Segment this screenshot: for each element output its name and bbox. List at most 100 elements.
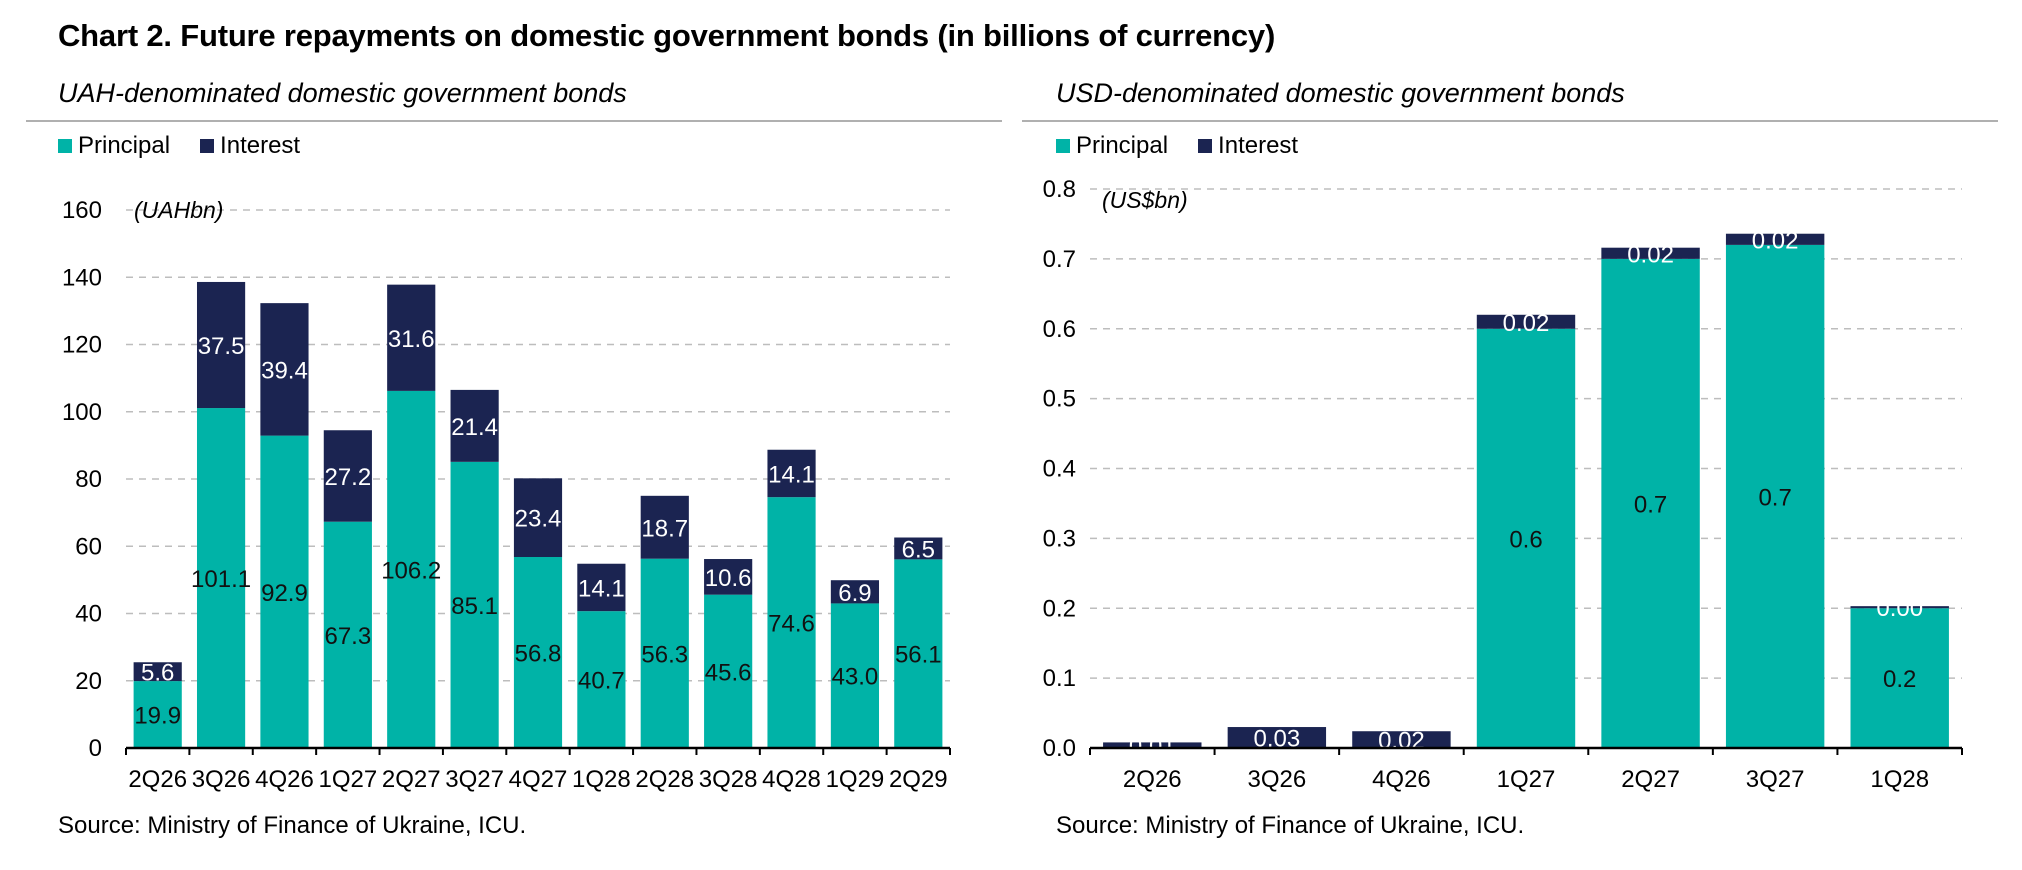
- principal-bar: [1476, 328, 1576, 748]
- interest-value-label: 0.01: [1129, 733, 1176, 760]
- x-tick-label: 2Q26: [128, 766, 187, 793]
- y-tick-label: 0.2: [1043, 595, 1076, 622]
- interest-swatch: [200, 139, 215, 153]
- x-tick-label: 2Q26: [1123, 766, 1182, 793]
- interest-value-label: 0.02: [1752, 227, 1799, 254]
- y-tick-label: 60: [75, 533, 102, 560]
- y-tick-label: 140: [62, 264, 102, 291]
- principal-value-label: 56.3: [641, 641, 688, 668]
- y-tick-label: 0.5: [1043, 386, 1076, 413]
- x-tick-label: 3Q27: [445, 766, 504, 793]
- interest-value-label: 18.7: [641, 515, 688, 542]
- interest-bar: [387, 284, 436, 391]
- uah-legend-principal-label: Principal: [78, 132, 171, 159]
- interest-value-label: 23.4: [515, 506, 562, 533]
- interest-bar: [767, 449, 816, 498]
- interest-bar: [830, 580, 880, 604]
- interest-swatch: [1198, 139, 1213, 153]
- y-tick-label: 0: [89, 735, 102, 762]
- interest-bar: [196, 281, 246, 409]
- usd-legend-interest-label: Interest: [1218, 132, 1299, 159]
- principal-bar: [1850, 608, 1949, 748]
- uah-legend-interest-label: Interest: [220, 132, 301, 159]
- principal-value-label: 106.2: [381, 557, 441, 584]
- x-tick-label: 4Q27: [509, 766, 568, 793]
- principal-value-label: 74.6: [768, 611, 815, 638]
- y-tick-label: 120: [62, 332, 102, 359]
- interest-bar: [640, 495, 689, 559]
- interest-bar: [704, 559, 753, 595]
- interest-value-label: 6.9: [838, 580, 871, 607]
- principal-bar: [450, 461, 499, 748]
- uah-legend-principal: Principal: [58, 132, 170, 160]
- principal-value-label: 0.7: [1634, 491, 1667, 518]
- usd-legend-principal-label: Principal: [1076, 132, 1169, 159]
- uah-legend-interest: Interest: [200, 132, 300, 160]
- interest-value-label: 21.4: [451, 414, 498, 441]
- principal-bar: [1725, 244, 1825, 748]
- uah-chart-panel: UAH-denominated domestic government bond…: [26, 70, 1002, 860]
- interest-bar: [1476, 314, 1576, 329]
- y-tick-label: 0.6: [1043, 316, 1076, 343]
- interest-bar: [1352, 731, 1451, 748]
- interest-value-label: 31.6: [388, 326, 435, 353]
- principal-value-label: 92.9: [261, 580, 308, 607]
- principal-value-label: 0.2: [1883, 666, 1916, 693]
- principal-bar: [704, 594, 753, 748]
- usd-source: Source: Ministry of Finance of Ukraine, …: [1056, 812, 1525, 839]
- x-tick-label: 1Q27: [1497, 766, 1556, 793]
- x-tick-label: 3Q26: [192, 766, 251, 793]
- y-tick-label: 80: [75, 466, 102, 493]
- x-tick-label: 4Q28: [762, 766, 821, 793]
- x-tick-label: 3Q26: [1247, 766, 1306, 793]
- usd-legend: Principal Interest: [1056, 132, 1298, 160]
- interest-bar: [1227, 727, 1327, 748]
- x-tick-label: 2Q27: [1621, 766, 1680, 793]
- interest-bar: [260, 303, 309, 436]
- principal-swatch: [1056, 139, 1070, 153]
- x-tick-label: 3Q28: [699, 766, 758, 793]
- principal-value-label: 0.6: [1509, 526, 1542, 553]
- interest-value-label: 27.2: [324, 464, 371, 491]
- y-tick-label: 160: [62, 197, 102, 224]
- x-tick-label: 1Q27: [318, 766, 377, 793]
- interest-value-label: 39.4: [261, 357, 308, 384]
- y-tick-label: 40: [75, 601, 102, 628]
- interest-value-label: 10.6: [705, 565, 752, 592]
- principal-swatch: [58, 139, 72, 153]
- y-tick-label: 0.7: [1043, 246, 1076, 273]
- interest-bar: [450, 389, 499, 462]
- unit-label: (US$bn): [1102, 187, 1188, 213]
- principal-value-label: 45.6: [705, 659, 752, 686]
- chart-title: Chart 2. Future repayments on domestic g…: [58, 18, 1276, 53]
- interest-bar: [323, 430, 372, 522]
- usd-legend-principal: Principal: [1056, 132, 1168, 160]
- uah-bar-chart: 0 20 40 60 80 100 120 140 160 (UAHbn) 19.9 5.6 2Q26 1…: [62, 197, 951, 793]
- x-tick-label: 1Q28: [1870, 766, 1929, 793]
- interest-bar: [1103, 742, 1202, 748]
- principal-bar: [260, 435, 309, 748]
- principal-bar: [894, 559, 943, 748]
- x-tick-label: 3Q27: [1746, 766, 1805, 793]
- usd-divider: [1022, 120, 1998, 122]
- interest-bar: [577, 563, 626, 612]
- interest-value-label: 0.02: [1378, 728, 1425, 755]
- principal-value-label: 56.8: [515, 641, 562, 668]
- usd-bar-chart: 0.0 0.1 0.2 0.3 0.4 0.5 0.6 0.7 0.8 (US$bn) 0.01 2Q…: [1043, 176, 1963, 793]
- principal-bar: [577, 611, 626, 748]
- uah-chart-subtitle: UAH-denominated domestic government bond…: [58, 78, 627, 108]
- interest-bar: [513, 478, 563, 558]
- unit-label: (UAHbn): [134, 197, 223, 223]
- principal-value-label: 56.1: [895, 642, 942, 669]
- principal-bar: [387, 390, 436, 748]
- x-tick-label: 2Q27: [382, 766, 441, 793]
- y-tick-label: 0.4: [1043, 456, 1076, 483]
- principal-value-label: 19.9: [134, 703, 181, 730]
- y-tick-label: 0.8: [1043, 176, 1076, 203]
- interest-value-label: 14.1: [768, 461, 815, 488]
- interest-value-label: 14.1: [578, 575, 625, 602]
- principal-value-label: 40.7: [578, 668, 625, 695]
- interest-value-label: 5.6: [141, 660, 174, 687]
- principal-value-label: 85.1: [451, 593, 498, 620]
- principal-bar: [133, 681, 182, 748]
